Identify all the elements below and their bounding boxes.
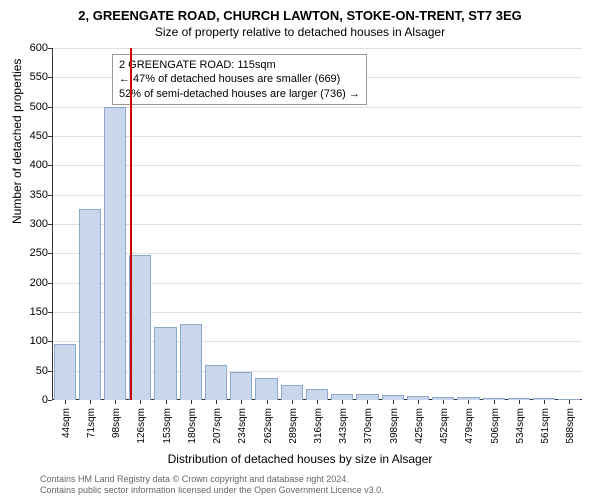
xtick-label: 207sqm — [212, 408, 223, 444]
xtick-mark — [292, 400, 293, 404]
xtick-label: 234sqm — [237, 408, 248, 444]
ytick-mark — [48, 48, 52, 49]
xtick-mark — [140, 400, 141, 404]
ytick-label: 50 — [36, 365, 48, 377]
ytick-mark — [48, 195, 52, 196]
ytick-mark — [48, 371, 52, 372]
histogram-bar — [281, 385, 303, 400]
ytick-mark — [48, 283, 52, 284]
xtick-mark — [494, 400, 495, 404]
xtick-mark — [443, 400, 444, 404]
xtick-label: 153sqm — [162, 408, 173, 444]
ytick-mark — [48, 77, 52, 78]
xtick-mark — [418, 400, 419, 404]
xtick-mark — [317, 400, 318, 404]
ytick-mark — [48, 107, 52, 108]
ytick-mark — [48, 165, 52, 166]
histogram-bar — [205, 365, 227, 400]
ytick-label: 400 — [30, 159, 48, 171]
histogram-bar — [104, 107, 126, 400]
histogram-bar — [255, 378, 277, 400]
footer-line: Contains HM Land Registry data © Crown c… — [40, 474, 590, 485]
footer-text: Contains HM Land Registry data © Crown c… — [40, 474, 590, 496]
ytick-label: 450 — [30, 130, 48, 142]
ytick-mark — [48, 341, 52, 342]
xtick-mark — [90, 400, 91, 404]
ytick-mark — [48, 400, 52, 401]
xtick-label: 44sqm — [61, 408, 72, 438]
histogram-bar — [129, 255, 151, 400]
x-axis-label: Distribution of detached houses by size … — [0, 452, 600, 466]
ytick-label: 150 — [30, 306, 48, 318]
xtick-mark — [393, 400, 394, 404]
y-axis-label: Number of detached properties — [10, 59, 24, 224]
xtick-mark — [519, 400, 520, 404]
histogram-bar — [306, 389, 328, 400]
annotation-line: 2 GREENGATE ROAD: 115sqm — [119, 58, 360, 72]
xtick-label: 425sqm — [414, 408, 425, 444]
xtick-label: 343sqm — [338, 408, 349, 444]
annotation-line: 52% of semi-detached houses are larger (… — [119, 87, 360, 101]
xtick-mark — [569, 400, 570, 404]
ytick-mark — [48, 136, 52, 137]
histogram-bar — [79, 209, 101, 400]
xtick-label: 479sqm — [464, 408, 475, 444]
xtick-mark — [267, 400, 268, 404]
chart-area: 2 GREENGATE ROAD: 115sqm ← 47% of detach… — [52, 48, 582, 400]
xtick-mark — [544, 400, 545, 404]
xtick-label: 126sqm — [136, 408, 147, 444]
xtick-label: 506sqm — [490, 408, 501, 444]
annotation-box: 2 GREENGATE ROAD: 115sqm ← 47% of detach… — [112, 54, 367, 105]
xtick-label: 588sqm — [565, 408, 576, 444]
ytick-label: 100 — [30, 335, 48, 347]
xtick-mark — [191, 400, 192, 404]
ytick-label: 550 — [30, 71, 48, 83]
ytick-mark — [48, 312, 52, 313]
page-subtitle: Size of property relative to detached ho… — [0, 23, 600, 39]
ytick-label: 200 — [30, 277, 48, 289]
reference-line — [130, 48, 132, 400]
ytick-label: 300 — [30, 218, 48, 230]
histogram-bar — [180, 324, 202, 400]
histogram-bar — [230, 372, 252, 400]
xtick-mark — [65, 400, 66, 404]
histogram-bar — [54, 344, 76, 400]
ytick-mark — [48, 253, 52, 254]
xtick-label: 71sqm — [86, 408, 97, 438]
xtick-mark — [367, 400, 368, 404]
footer-line: Contains public sector information licen… — [40, 485, 590, 496]
ytick-label: 600 — [30, 42, 48, 54]
ytick-label: 0 — [42, 394, 48, 406]
xtick-mark — [115, 400, 116, 404]
histogram-bar — [154, 327, 176, 400]
ytick-label: 500 — [30, 101, 48, 113]
xtick-mark — [342, 400, 343, 404]
page-title: 2, GREENGATE ROAD, CHURCH LAWTON, STOKE-… — [0, 0, 600, 23]
xtick-mark — [468, 400, 469, 404]
xtick-label: 316sqm — [313, 408, 324, 444]
xtick-label: 370sqm — [363, 408, 374, 444]
ytick-label: 250 — [30, 247, 48, 259]
xtick-label: 289sqm — [288, 408, 299, 444]
xtick-label: 262sqm — [263, 408, 274, 444]
xtick-mark — [166, 400, 167, 404]
xtick-label: 452sqm — [439, 408, 450, 444]
ytick-label: 350 — [30, 189, 48, 201]
ytick-mark — [48, 224, 52, 225]
xtick-label: 561sqm — [540, 408, 551, 444]
annotation-line: ← 47% of detached houses are smaller (66… — [119, 72, 360, 86]
xtick-label: 98sqm — [111, 408, 122, 438]
xtick-label: 398sqm — [389, 408, 400, 444]
xtick-label: 534sqm — [515, 408, 526, 444]
xtick-mark — [241, 400, 242, 404]
xtick-mark — [216, 400, 217, 404]
xtick-label: 180sqm — [187, 408, 198, 444]
